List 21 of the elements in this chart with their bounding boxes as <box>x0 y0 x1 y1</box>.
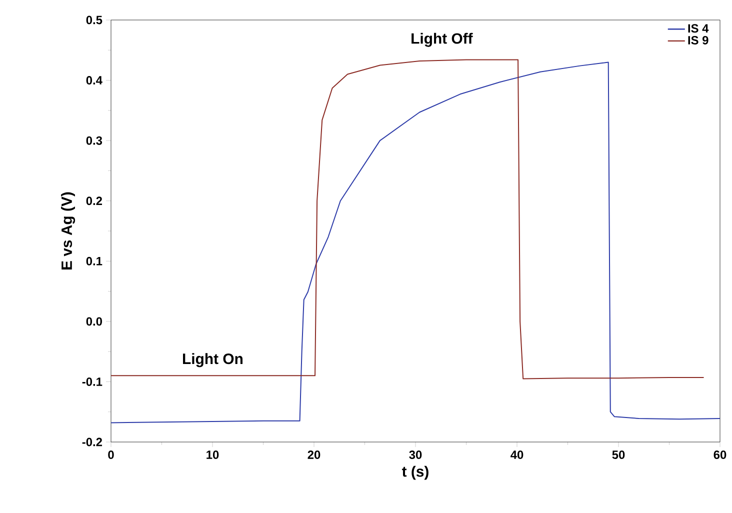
y-tick-label: -0.1 <box>82 377 102 386</box>
x-tick-label: 20 <box>308 450 320 459</box>
y-axis-title: E vs Ag (V) <box>61 192 76 270</box>
annotation: Light On <box>183 353 242 368</box>
y-tick-label: 0.1 <box>86 256 102 266</box>
legend-label: IS 4 <box>688 24 709 33</box>
x-tick-label: 40 <box>510 450 524 459</box>
x-tick-label: 30 <box>409 450 422 460</box>
x-tick-label: 60 <box>714 450 726 459</box>
x-tick-label: 50 <box>612 450 625 459</box>
x-tick-label: 10 <box>206 450 219 459</box>
annotation: Light Off <box>412 32 473 47</box>
y-tick-label: -0.2 <box>82 438 102 446</box>
y-tick-label: 0.0 <box>86 317 102 326</box>
x-tick-label: 0 <box>108 450 114 459</box>
y-tick-label: 0.5 <box>86 16 102 24</box>
y-tick-label: 0.3 <box>86 136 102 145</box>
x-axis-title: t (s) <box>402 466 428 480</box>
y-tick-label: 0.4 <box>86 76 102 85</box>
y-tick-label: 0.2 <box>86 196 102 206</box>
legend-label: IS 9 <box>688 36 708 44</box>
